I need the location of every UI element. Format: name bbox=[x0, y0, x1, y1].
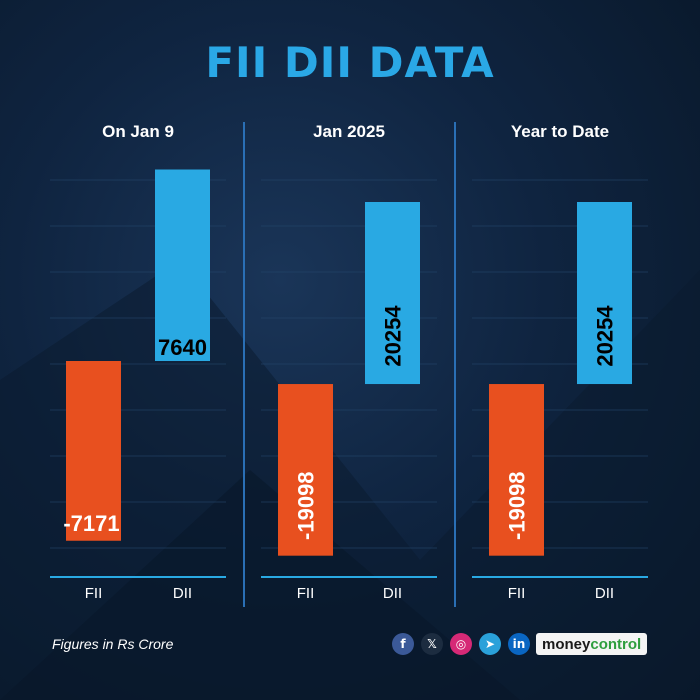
brand-part-money: money bbox=[542, 635, 591, 653]
dii-bar bbox=[155, 169, 210, 362]
panel-title: On Jan 9 bbox=[102, 122, 174, 141]
brand-part-control: control bbox=[590, 635, 642, 653]
dii-bar bbox=[365, 202, 420, 385]
linkedin-icon[interactable]: in bbox=[508, 633, 530, 655]
data-label: -19098 bbox=[294, 471, 319, 540]
data-label: -7171 bbox=[63, 511, 119, 536]
footnote: Figures in Rs Crore bbox=[52, 636, 174, 652]
panel-title: Jan 2025 bbox=[313, 122, 385, 141]
panel-title: Year to Date bbox=[511, 122, 609, 141]
data-label: -19098 bbox=[505, 471, 530, 540]
telegram-icon[interactable]: ➤ bbox=[479, 633, 501, 655]
data-label: 7640 bbox=[158, 335, 207, 360]
x-tick-label: DII bbox=[173, 585, 192, 602]
x-tick-label: FII bbox=[85, 585, 103, 602]
dii-bar bbox=[577, 202, 632, 385]
x-tick-label: FII bbox=[297, 585, 315, 602]
fii-bar bbox=[489, 384, 544, 556]
moneycontrol-logo: money control bbox=[536, 633, 648, 655]
instagram-icon[interactable]: ◎ bbox=[450, 633, 472, 655]
x-icon[interactable]: 𝕏 bbox=[421, 633, 443, 655]
fii-bar bbox=[278, 384, 333, 556]
x-tick-label: DII bbox=[595, 585, 614, 602]
x-tick-label: FII bbox=[508, 585, 526, 602]
data-label: 20254 bbox=[593, 305, 618, 367]
facebook-icon[interactable]: f bbox=[392, 633, 414, 655]
data-label: 20254 bbox=[381, 305, 406, 367]
page-title: FII DII DATA bbox=[205, 38, 495, 87]
x-tick-label: DII bbox=[383, 585, 402, 602]
fii-bar bbox=[66, 361, 121, 541]
